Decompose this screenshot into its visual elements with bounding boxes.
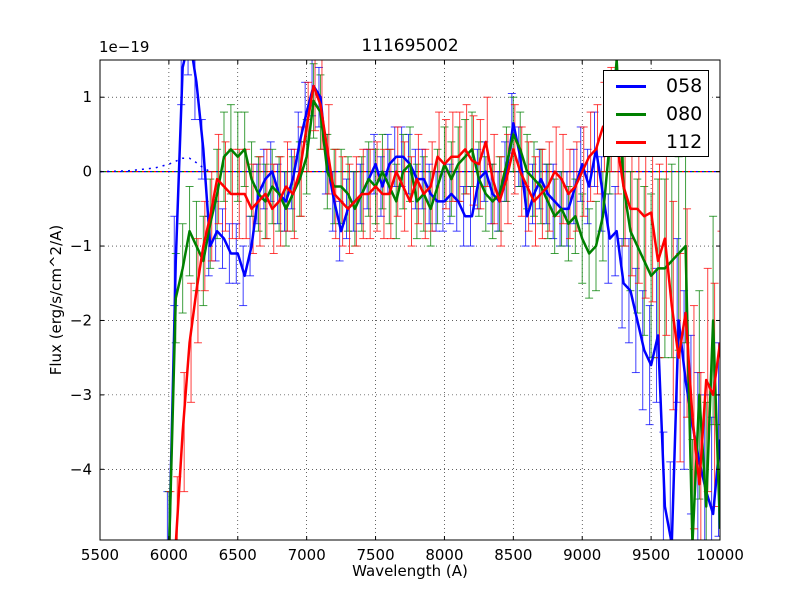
axis-ticks: 5500 6000 6500 7000 7500 8000 8500 9000 9500 1000…: [70, 60, 744, 564]
x-tick-label: 6500: [219, 546, 257, 564]
data-series: [100, 60, 720, 540]
legend-label-080: 080: [666, 103, 703, 125]
legend-label-058: 058: [666, 75, 703, 97]
legend-item-080: 080: [604, 101, 710, 127]
x-axis-label: Wavelength (A): [352, 562, 468, 580]
series-line-058: [168, 60, 720, 540]
x-tick-label: 8500: [494, 546, 532, 564]
x-tick-label: 10000: [696, 546, 744, 564]
axes-frame: [99, 59, 721, 541]
x-tick-label: 7000: [288, 546, 326, 564]
legend-line-058: [616, 85, 646, 88]
x-tick-label: 6000: [150, 546, 188, 564]
y-offset-label: 1e−19: [99, 38, 150, 56]
x-tick-label: 7500: [356, 546, 394, 564]
chart-title: 111695002: [361, 36, 459, 56]
x-tick-label: 8000: [425, 546, 463, 564]
series-line-112: [174, 84, 720, 540]
legend-item-112: 112: [604, 129, 710, 155]
legend-label-112: 112: [666, 131, 703, 153]
x-tick-label: 9000: [563, 546, 601, 564]
y-tick-label: 0: [82, 163, 92, 181]
x-tick-label: 9500: [632, 546, 670, 564]
legend: 058 080 112: [603, 70, 709, 157]
legend-line-112: [616, 141, 646, 144]
x-tick-label: 5500: [81, 546, 119, 564]
model-curve: [100, 157, 211, 173]
y-tick-label: −1: [70, 237, 92, 255]
legend-item-058: 058: [604, 73, 710, 99]
y-tick-label: −2: [70, 311, 92, 329]
y-tick-label: −3: [70, 386, 92, 404]
legend-line-080: [616, 113, 646, 116]
y-tick-label: −4: [70, 460, 92, 478]
y-tick-label: 1: [82, 88, 92, 106]
